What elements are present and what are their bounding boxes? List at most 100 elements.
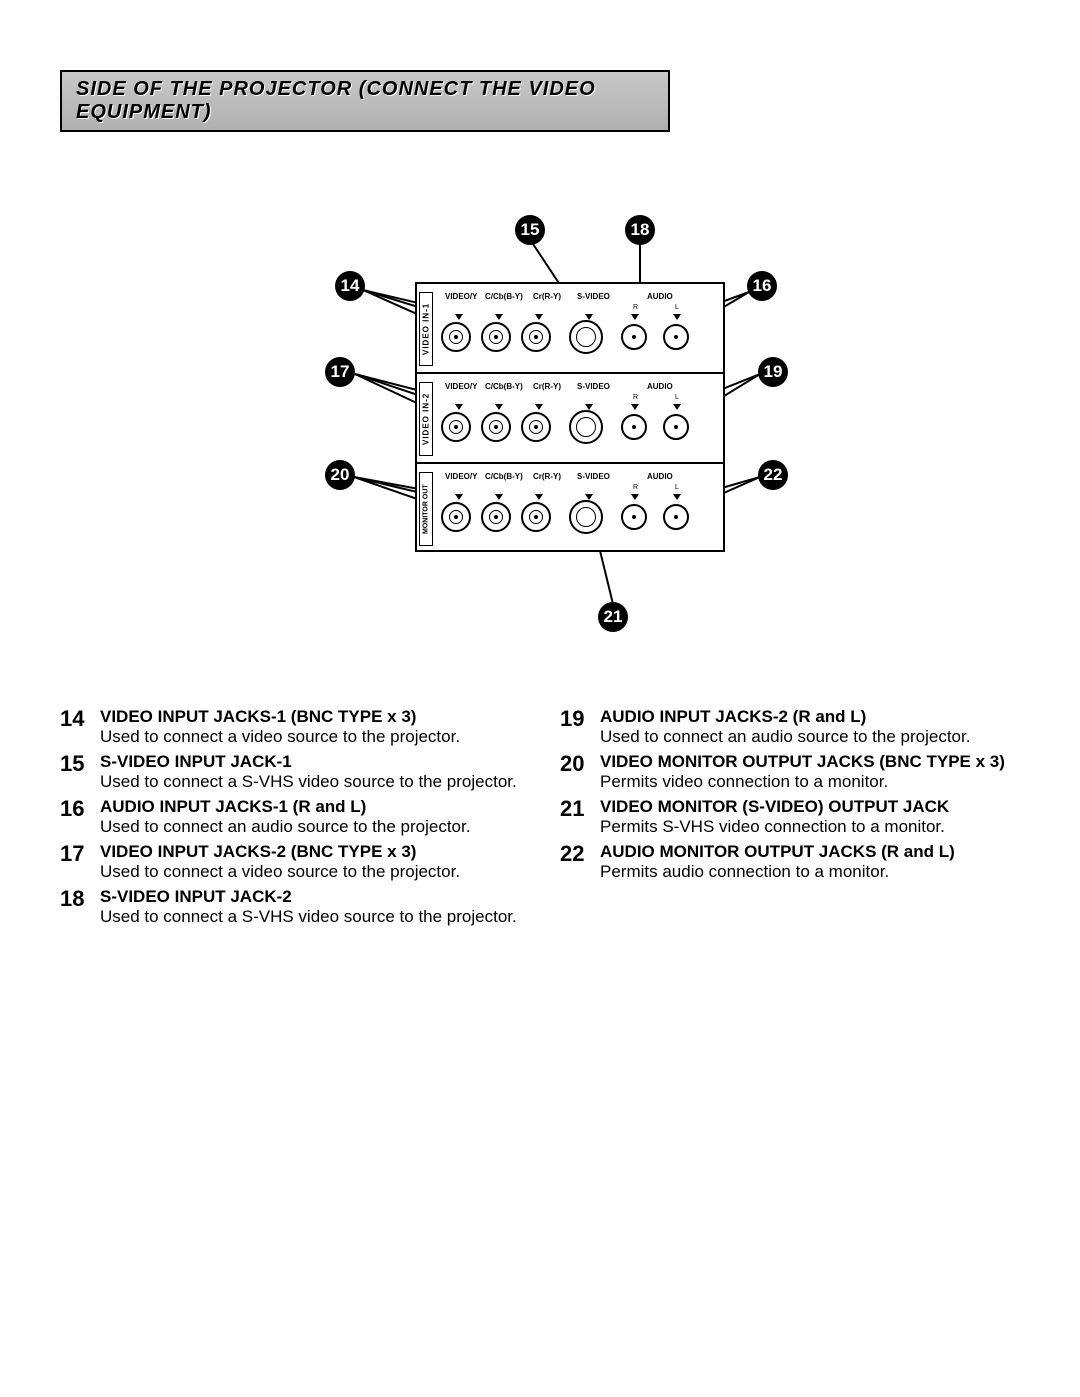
arrow-icon [673, 494, 681, 500]
legend-number: 19 [560, 707, 600, 731]
arrow-icon [535, 494, 543, 500]
jack-label: VIDEO/Y [445, 382, 477, 391]
arrow-icon [673, 404, 681, 410]
section-title: SIDE OF THE PROJECTOR (CONNECT THE VIDEO… [60, 70, 670, 132]
arrow-icon [535, 314, 543, 320]
legend-desc: Used to connect a S-VHS video source to … [100, 907, 517, 926]
legend-text: VIDEO INPUT JACKS-1 (BNC TYPE x 3)Used t… [100, 707, 530, 746]
legend-item: 21VIDEO MONITOR (S-VIDEO) OUTPUT JACKPer… [560, 797, 1030, 836]
legend-text: VIDEO INPUT JACKS-2 (BNC TYPE x 3)Used t… [100, 842, 530, 881]
legend-item: 22AUDIO MONITOR OUTPUT JACKS (R and L)Pe… [560, 842, 1030, 881]
jack-label: C/Cb(B-Y) [485, 382, 523, 391]
jack-sublabel: L [675, 394, 679, 401]
legend-left-column: 14VIDEO INPUT JACKS-1 (BNC TYPE x 3)Used… [60, 707, 530, 932]
legend-number: 16 [60, 797, 100, 821]
legend-right-column: 19AUDIO INPUT JACKS-2 (R and L)Used to c… [560, 707, 1030, 932]
bnc-jack-icon [521, 322, 551, 352]
legend-text: AUDIO INPUT JACKS-2 (R and L)Used to con… [600, 707, 1030, 746]
legend-item: 17VIDEO INPUT JACKS-2 (BNC TYPE x 3)Used… [60, 842, 530, 881]
legend-title: VIDEO INPUT JACKS-1 (BNC TYPE x 3) [100, 707, 416, 726]
jack-label: VIDEO/Y [445, 472, 477, 481]
bnc-jack-icon [521, 412, 551, 442]
jack-label: S-VIDEO [577, 292, 610, 301]
bnc-jack-icon [441, 412, 471, 442]
jack-label: AUDIO [647, 292, 673, 301]
row-label: VIDEO IN-2 [419, 382, 433, 456]
bnc-jack-icon [441, 502, 471, 532]
callout-bubble: 14 [335, 271, 365, 301]
row-label: MONITOR OUT [419, 472, 433, 546]
callout-bubble: 15 [515, 215, 545, 245]
legend-title: S-VIDEO INPUT JACK-1 [100, 752, 292, 771]
legend-desc: Permits S-VHS video connection to a moni… [600, 817, 945, 836]
jack-label: AUDIO [647, 382, 673, 391]
bnc-jack-icon [481, 322, 511, 352]
bnc-jack-icon [441, 322, 471, 352]
rca-jack-icon [621, 414, 647, 440]
legend-desc: Used to connect an audio source to the p… [600, 727, 970, 746]
legend-title: AUDIO MONITOR OUTPUT JACKS (R and L) [600, 842, 955, 861]
arrow-icon [631, 404, 639, 410]
bnc-jack-icon [481, 502, 511, 532]
legend-item: 19AUDIO INPUT JACKS-2 (R and L)Used to c… [560, 707, 1030, 746]
legend-number: 17 [60, 842, 100, 866]
legend-title: VIDEO MONITOR OUTPUT JACKS (BNC TYPE x 3… [600, 752, 1005, 771]
legend-number: 21 [560, 797, 600, 821]
legend-columns: 14VIDEO INPUT JACKS-1 (BNC TYPE x 3)Used… [60, 707, 1030, 932]
rca-jack-icon [663, 414, 689, 440]
legend-item: 18S-VIDEO INPUT JACK-2Used to connect a … [60, 887, 530, 926]
jack-label: AUDIO [647, 472, 673, 481]
row-video-in-1: VIDEO IN-1 VIDEO/Y C/Cb(B-Y) Cr(R-Y) S-V… [417, 284, 723, 374]
legend-desc: Used to connect an audio source to the p… [100, 817, 470, 836]
rca-jack-icon [663, 504, 689, 530]
row-video-in-2: VIDEO IN-2 VIDEO/Y C/Cb(B-Y) Cr(R-Y) S-V… [417, 374, 723, 464]
legend-item: 15S-VIDEO INPUT JACK-1Used to connect a … [60, 752, 530, 791]
legend-desc: Permits audio connection to a monitor. [600, 862, 889, 881]
legend-desc: Used to connect a video source to the pr… [100, 727, 460, 746]
legend-text: AUDIO INPUT JACKS-1 (R and L)Used to con… [100, 797, 530, 836]
arrow-icon [495, 404, 503, 410]
jack-sublabel: L [675, 484, 679, 491]
callout-bubble: 22 [758, 460, 788, 490]
svideo-jack-icon [569, 410, 603, 444]
svideo-jack-icon [569, 500, 603, 534]
legend-number: 18 [60, 887, 100, 911]
jack-label: S-VIDEO [577, 472, 610, 481]
legend-text: S-VIDEO INPUT JACK-2Used to connect a S-… [100, 887, 530, 926]
jack-sublabel: L [675, 304, 679, 311]
legend-item: 20VIDEO MONITOR OUTPUT JACKS (BNC TYPE x… [560, 752, 1030, 791]
jack-sublabel: R [633, 394, 638, 401]
jack-label: C/Cb(B-Y) [485, 472, 523, 481]
svideo-jack-icon [569, 320, 603, 354]
jack-label: Cr(R-Y) [533, 292, 561, 301]
jack-label: VIDEO/Y [445, 292, 477, 301]
callout-bubble: 18 [625, 215, 655, 245]
legend-number: 20 [560, 752, 600, 776]
jack-sublabel: R [633, 304, 638, 311]
rca-jack-icon [621, 324, 647, 350]
jack-label: Cr(R-Y) [533, 382, 561, 391]
legend-title: VIDEO INPUT JACKS-2 (BNC TYPE x 3) [100, 842, 416, 861]
legend-desc: Permits video connection to a monitor. [600, 772, 888, 791]
legend-number: 22 [560, 842, 600, 866]
row-monitor-out: MONITOR OUT VIDEO/Y C/Cb(B-Y) Cr(R-Y) S-… [417, 464, 723, 552]
callout-bubble: 20 [325, 460, 355, 490]
bnc-jack-icon [521, 502, 551, 532]
legend-title: S-VIDEO INPUT JACK-2 [100, 887, 292, 906]
legend-title: VIDEO MONITOR (S-VIDEO) OUTPUT JACK [600, 797, 949, 816]
legend-text: VIDEO MONITOR OUTPUT JACKS (BNC TYPE x 3… [600, 752, 1030, 791]
rca-jack-icon [621, 504, 647, 530]
jack-label: Cr(R-Y) [533, 472, 561, 481]
arrow-icon [535, 404, 543, 410]
legend-desc: Used to connect a S-VHS video source to … [100, 772, 517, 791]
jack-label: S-VIDEO [577, 382, 610, 391]
callout-bubble: 19 [758, 357, 788, 387]
legend-text: AUDIO MONITOR OUTPUT JACKS (R and L)Perm… [600, 842, 1030, 881]
connector-panel: VIDEO IN-1 VIDEO/Y C/Cb(B-Y) Cr(R-Y) S-V… [415, 282, 725, 552]
arrow-icon [673, 314, 681, 320]
arrow-icon [455, 494, 463, 500]
arrow-icon [631, 494, 639, 500]
rca-jack-icon [663, 324, 689, 350]
callout-bubble: 16 [747, 271, 777, 301]
arrow-icon [455, 404, 463, 410]
